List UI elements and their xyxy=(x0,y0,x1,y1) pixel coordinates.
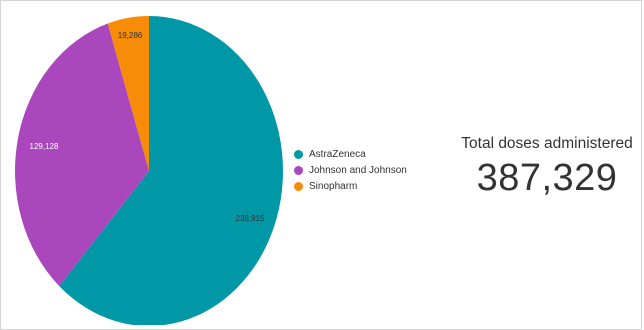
slice-value-label: 19,286 xyxy=(118,31,143,40)
legend-swatch xyxy=(294,149,303,159)
legend-label: AstraZeneca xyxy=(309,148,366,160)
chart-legend: AstraZeneca Johnson and Johnson Sinophar… xyxy=(294,146,407,194)
scorecard-label: Total doses administered xyxy=(461,135,633,152)
scorecard-value: 387,329 xyxy=(476,157,618,199)
pie-slice-astrazeneca[interactable] xyxy=(59,16,283,325)
legend-swatch xyxy=(294,165,303,175)
legend-item-johnson-and-johnson[interactable]: Johnson and Johnson xyxy=(294,162,407,178)
legend-label: Sinopharm xyxy=(309,180,358,192)
pie-slice-johnson-and-johnson[interactable] xyxy=(15,23,150,287)
slice-value-label: 129,128 xyxy=(30,142,59,151)
legend-label: Johnson and Johnson xyxy=(309,164,407,176)
scorecard: Total doses administered 387,329 xyxy=(447,135,644,200)
legend-item-astrazeneca[interactable]: AstraZeneca xyxy=(294,146,407,162)
pie-slice-sinopharm[interactable] xyxy=(107,15,149,171)
legend-swatch xyxy=(294,181,303,191)
slice-value-label: 238,915 xyxy=(236,214,265,223)
legend-item-sinopharm[interactable]: Sinopharm xyxy=(294,178,407,194)
pie-chart: 238,915 129,128 19,286 xyxy=(15,15,283,325)
